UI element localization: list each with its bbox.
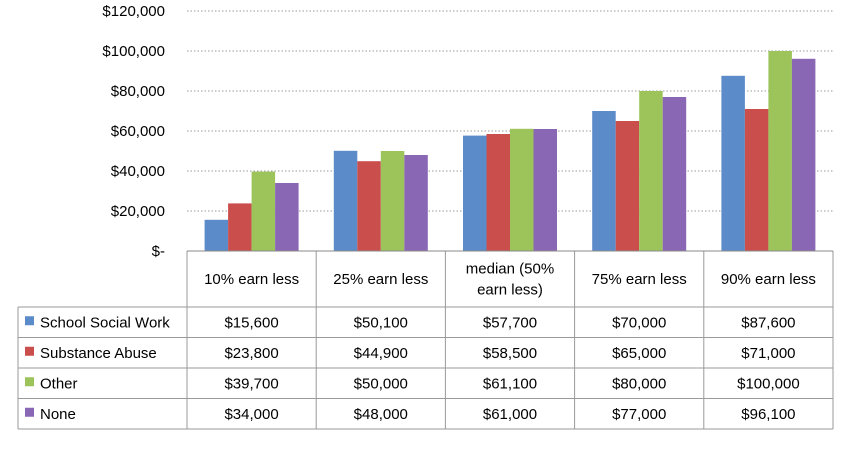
- category-label: 10% earn less: [204, 271, 299, 288]
- y-tick-label: $40,000: [111, 163, 165, 180]
- category-label: 25% earn less: [333, 271, 428, 288]
- table-cell-value: $96,100: [741, 406, 795, 423]
- bar: [615, 121, 640, 251]
- table-cell-value: $50,100: [354, 314, 408, 331]
- bar: [510, 128, 534, 251]
- table-cell-value: $58,500: [483, 345, 537, 362]
- bar: [533, 129, 557, 251]
- table-cell-value: $15,600: [224, 314, 278, 331]
- table-cell-value: $57,700: [483, 314, 537, 331]
- legend-key: [25, 407, 34, 417]
- table-cell-value: $50,000: [354, 375, 408, 392]
- y-tick-label: $80,000: [111, 83, 165, 100]
- table-cell-value: $80,000: [612, 375, 666, 392]
- bar: [275, 183, 299, 251]
- bar: [228, 203, 252, 251]
- table-cell-value: $39,700: [224, 375, 278, 392]
- table-cell-value: $87,600: [741, 314, 795, 331]
- legend-key: [25, 316, 34, 326]
- bar: [486, 134, 510, 251]
- category-label: 75% earn less: [592, 271, 687, 288]
- table-cell-value: $65,000: [612, 345, 666, 362]
- bar: [721, 75, 745, 251]
- table-cell-value: $44,900: [354, 345, 408, 362]
- table-cell-value: $61,100: [483, 375, 537, 392]
- table-cell-value: $100,000: [737, 375, 800, 392]
- category-label: 90% earn less: [721, 271, 816, 288]
- bar: [204, 219, 229, 251]
- y-axis-ticks: $- $20,000 $40,000 $60,000 $80,000 $100,000 $1…: [102, 3, 165, 260]
- bar: [662, 97, 687, 251]
- y-tick-label: $20,000: [111, 203, 165, 220]
- bar: [639, 91, 663, 251]
- bar: [404, 155, 428, 251]
- y-tick-label: $60,000: [111, 123, 165, 140]
- y-tick-label: $100,000: [102, 43, 165, 60]
- table-cell-value: $61,000: [483, 406, 537, 423]
- table-cell-value: $70,000: [612, 314, 666, 331]
- bar: [744, 109, 769, 251]
- data-table: 10% earn less 25% earn less median (50% ear…: [17, 250, 834, 430]
- bar: [380, 151, 405, 251]
- legend-key: [25, 346, 34, 356]
- series-name: Substance Abuse: [40, 345, 157, 362]
- bars: [204, 51, 816, 251]
- bar: [251, 171, 276, 251]
- legend-key: [25, 377, 34, 387]
- bar: [592, 111, 616, 251]
- bar: [791, 58, 816, 251]
- y-tick-label: $-: [152, 243, 165, 260]
- bar: [463, 135, 487, 251]
- category-label: median (50% earn less): [466, 261, 554, 299]
- y-tick-label: $120,000: [102, 3, 165, 20]
- series-name: None: [40, 406, 76, 423]
- series-name: Other: [40, 375, 78, 392]
- table-cell-value: $71,000: [741, 345, 795, 362]
- bar: [357, 161, 381, 251]
- bar: [768, 51, 792, 251]
- table-cell-value: $34,000: [224, 406, 278, 423]
- table-cell-value: $77,000: [612, 406, 666, 423]
- table-cell-value: $23,800: [224, 345, 278, 362]
- table-cell-value: $48,000: [354, 406, 408, 423]
- series-name: School Social Work: [40, 314, 170, 331]
- bar: [333, 150, 358, 251]
